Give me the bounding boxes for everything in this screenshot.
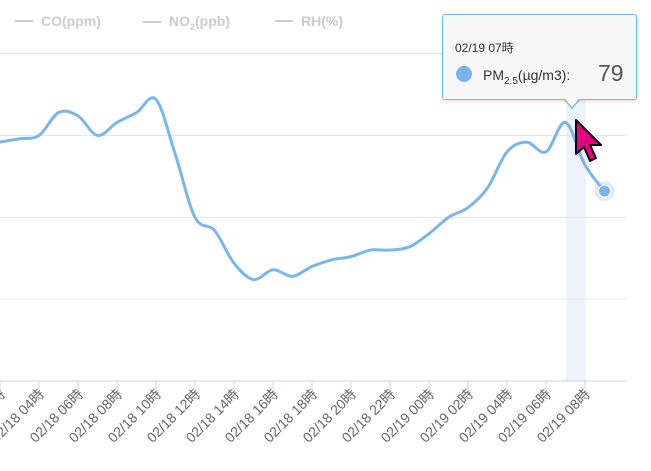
line-swatch-icon [275, 20, 293, 22]
line-swatch-icon [15, 20, 33, 22]
tooltip: 02/19 07時 PM2.5(µg/m3): 79 [442, 14, 637, 100]
legend-label-co: CO(ppm) [41, 13, 101, 29]
x-axis-ticks [0, 381, 586, 389]
legend-label-no2-main: NO [169, 13, 190, 29]
legend-item-rh[interactable]: RH(%) [275, 13, 343, 29]
tooltip-value: 79 [598, 60, 624, 86]
legend-label-rh: RH(%) [301, 13, 343, 29]
tooltip-series-sub: 2.5 [504, 75, 518, 87]
series-points [594, 181, 615, 202]
tooltip-series-tail: (µg/m3): [517, 67, 571, 83]
legend-item-co[interactable]: CO(ppm) [15, 13, 101, 29]
circle-marker-icon [456, 66, 472, 82]
series-line-pm25[interactable] [0, 96, 606, 282]
legend-label-no2-tail: (ppb) [195, 13, 230, 29]
mouse-pointer-icon [575, 119, 602, 162]
tooltip-arrow-fill [564, 98, 580, 107]
legend-label-no2-sub: 2 [190, 21, 196, 32]
line-swatch-icon [143, 21, 161, 24]
tooltip-header: 02/19 07時 [455, 41, 514, 55]
tooltip-series-label: PM2.5(µg/m3): [483, 67, 570, 87]
tooltip-series-main: PM [483, 67, 504, 83]
legend-item-no2[interactable]: NO2(ppb) [143, 13, 230, 32]
highlighted-data-point[interactable] [598, 184, 611, 198]
legend-label-no2: NO2(ppb) [169, 13, 230, 32]
